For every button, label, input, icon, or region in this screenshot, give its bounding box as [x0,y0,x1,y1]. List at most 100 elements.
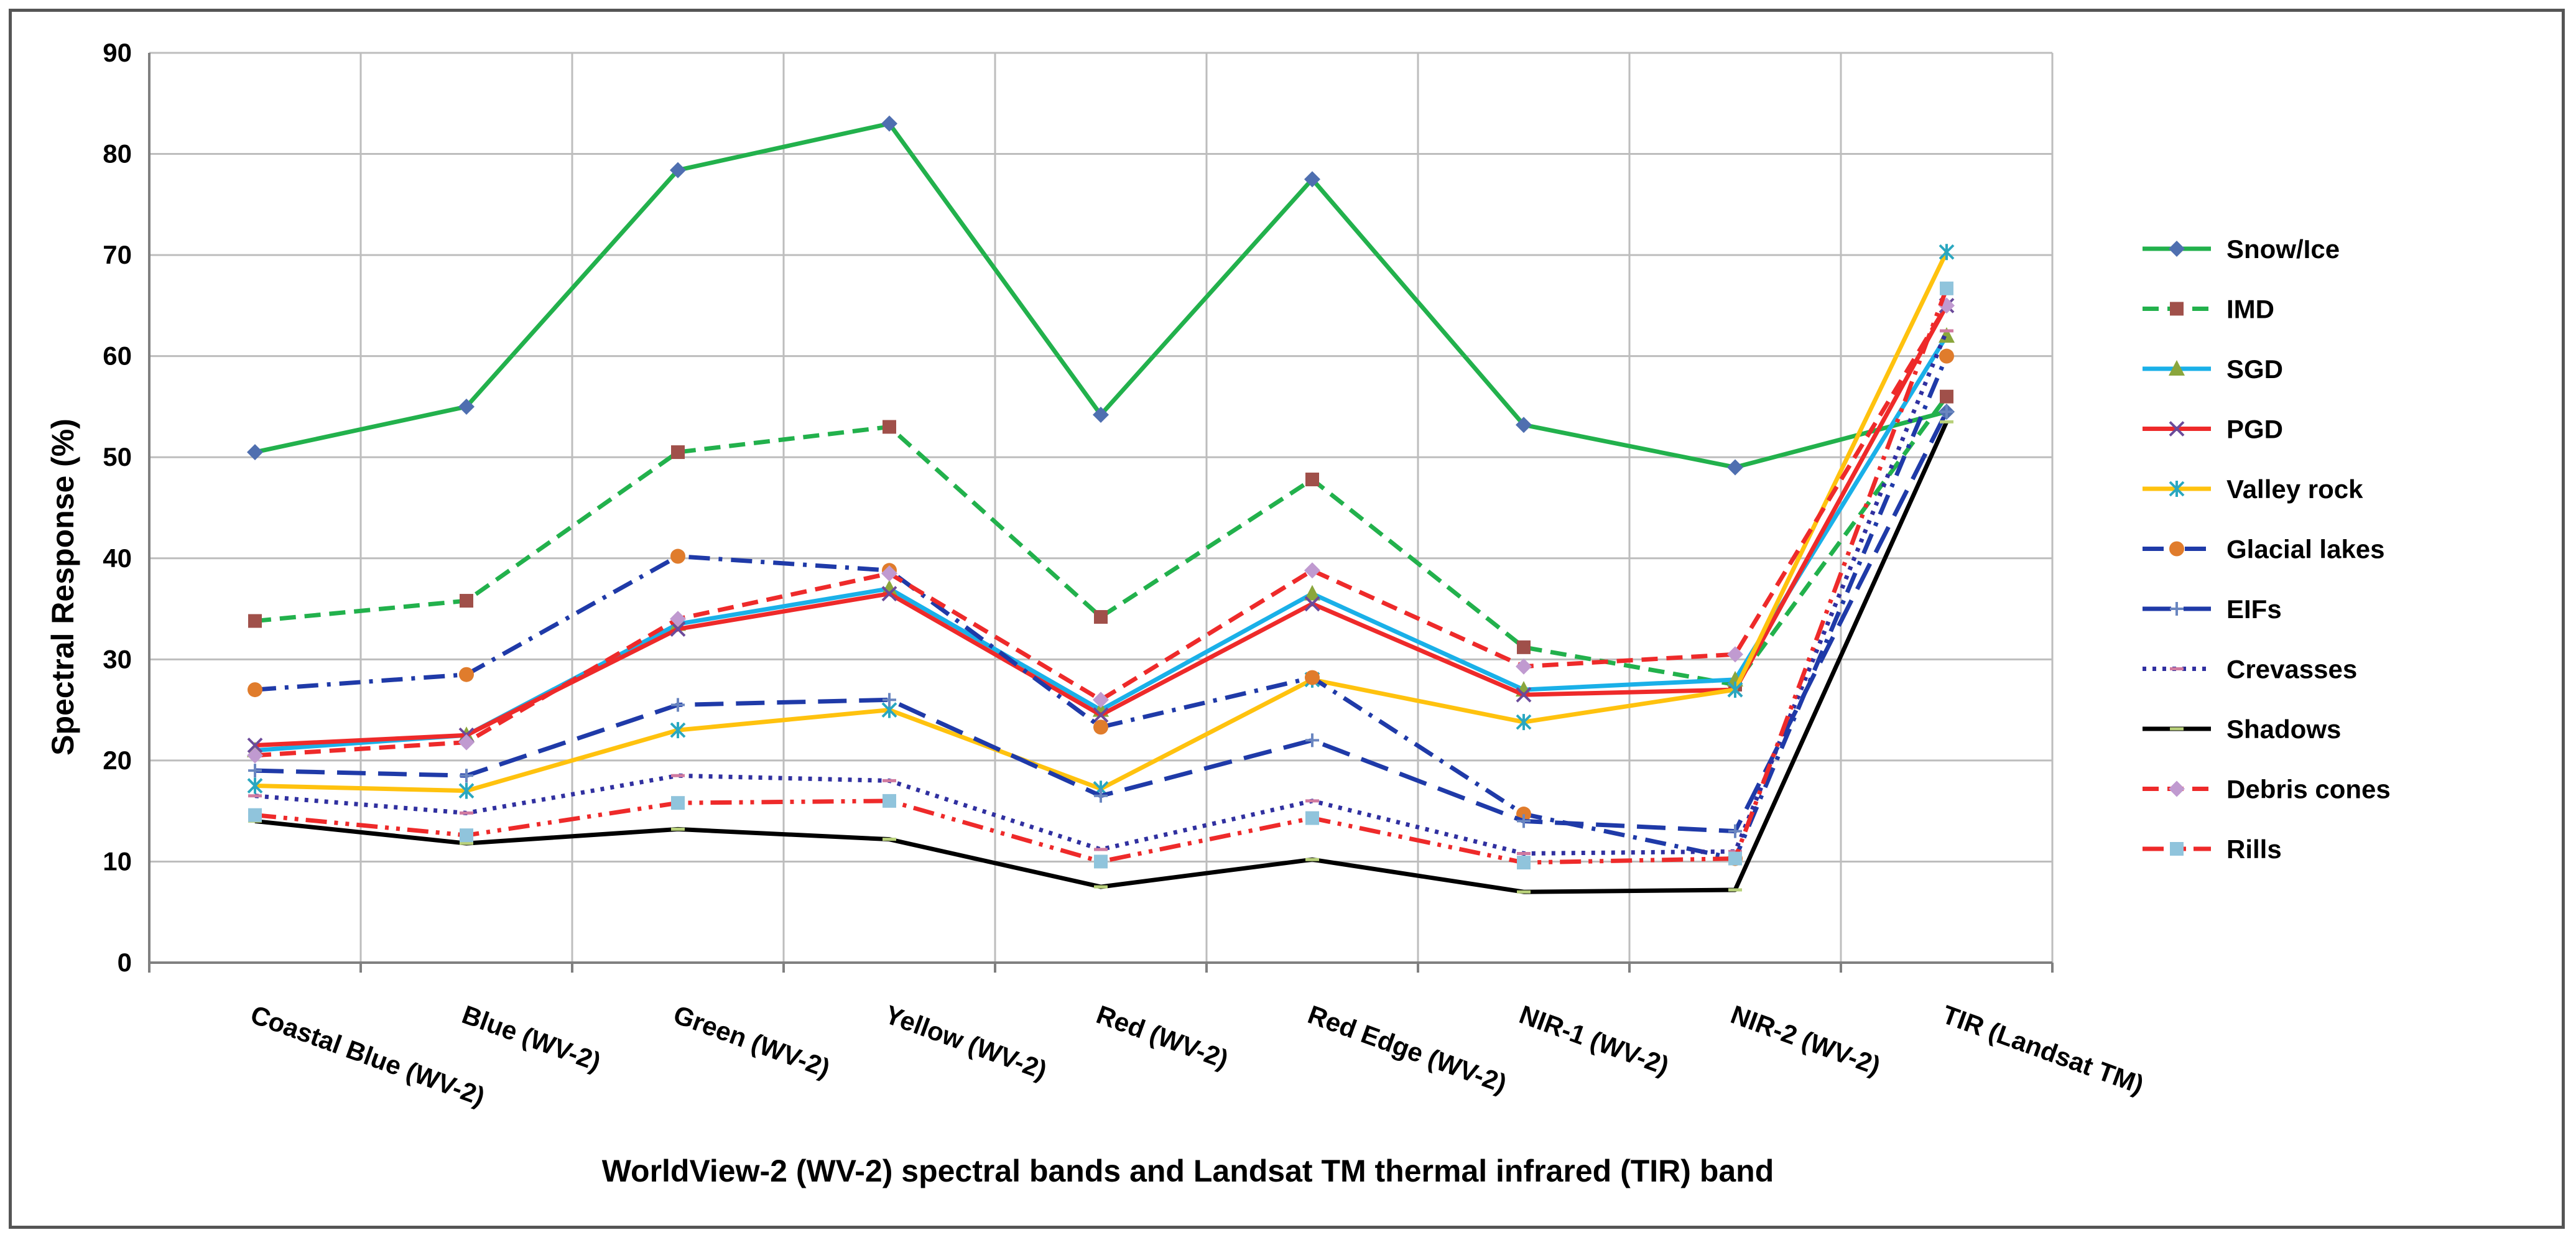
data-point-imd [460,594,473,608]
x-tick-label: NIR-1 (WV-2) [1516,999,1673,1080]
legend-label-valley-rock: Valley rock [2226,474,2363,504]
y-tick-label: 40 [103,544,132,573]
grid-layer [149,52,2054,963]
data-point-rills [1940,281,1953,295]
x-tick-label: Blue (WV-2) [458,999,605,1076]
data-point-eifs [1305,733,1319,747]
series-imd [248,389,1953,692]
data-point-pgd [247,738,263,753]
data-point-eifs [671,698,685,712]
data-point-pgd [1093,707,1109,723]
legend-label-snow-ice: Snow/Ice [2226,234,2340,264]
data-point-imd [1094,610,1108,624]
legend-item-eifs: EIFs [2143,595,2282,624]
legend-label-rills: Rills [2226,835,2282,864]
data-point-debris-cones [1727,646,1743,663]
x-tick-label: NIR-2 (WV-2) [1727,999,1884,1080]
data-point-debris-cones [881,565,897,582]
legend-marker-rills [2170,842,2184,856]
data-point-imd [248,614,262,628]
data-point-imd [671,445,685,460]
data-point-valley-rock [670,722,686,739]
data-point-eifs [883,693,896,707]
legend-marker-snow-ice [2169,241,2185,257]
data-point-glacial-lakes [1305,670,1320,685]
y-tick-label: 70 [103,240,132,269]
legend-item-shadows: Shadows [2143,715,2341,744]
data-point-pgd [1516,687,1532,703]
legend-item-crevasses: Crevasses [2143,655,2357,684]
y-tick-label: 0 [118,948,132,977]
data-point-rills [671,796,685,810]
data-point-rills [1305,811,1319,825]
legend-item-snow-ice: Snow/Ice [2143,234,2340,264]
data-point-debris-cones [670,611,686,627]
data-point-pgd [881,586,897,602]
series-snow-ice [247,115,1955,476]
data-point-snow-ice [1727,459,1743,476]
x-tick-label: TIR (Landsat TM) [1939,999,2147,1099]
data-point-snow-ice [247,444,263,461]
data-point-rills [1094,854,1108,869]
series-line-crevasses [254,330,1949,856]
data-point-valley-rock [458,782,475,799]
data-point-valley-rock [247,777,263,794]
x-tick-label: Coastal Blue (WV-2) [247,999,489,1111]
data-point-snow-ice [458,398,475,415]
data-point-eifs [248,764,262,778]
x-tick-label: Green (WV-2) [670,999,834,1083]
data-point-sgd [1304,585,1320,601]
y-tick-label: 20 [103,746,132,775]
data-point-snow-ice [1093,406,1109,423]
legend-label-debris-cones: Debris cones [2226,775,2391,804]
data-point-eifs [1517,814,1531,828]
series-line-pgd [254,304,1949,748]
data-point-imd [883,420,896,434]
legend-marker-glacial-lakes [2169,541,2184,557]
legend-marker-pgd [2169,421,2185,437]
series-rills [248,281,1953,870]
legend-label-crevasses: Crevasses [2226,655,2357,684]
x-tick-label: Red Edge (WV-2) [1304,999,1511,1098]
data-point-imd [1517,640,1531,654]
legend-label-glacial-lakes: Glacial lakes [2226,535,2385,564]
data-point-rills [883,794,896,808]
legend-label-sgd: SGD [2226,354,2283,384]
series-layer [247,115,1955,894]
y-tick-label: 10 [103,846,132,876]
series-eifs [248,405,1953,838]
series-debris-cones [247,297,1955,764]
data-point-glacial-lakes [670,548,685,564]
data-point-debris-cones [1304,562,1320,579]
data-point-glacial-lakes [1093,719,1108,735]
data-point-rills [1728,851,1742,866]
legend: Snow/Ice IMD SGD PGD Valley rock Glacial lake… [2143,234,2391,864]
y-tick-label: 80 [103,139,132,169]
data-point-snow-ice [1304,171,1320,188]
data-point-imd [1940,389,1953,404]
y-axis-title: Spectral Response (%) [45,419,80,756]
data-point-rills [1517,856,1531,870]
series-valley-rock [247,244,1955,799]
series-line-imd [254,395,1948,687]
legend-item-debris-cones: Debris cones [2143,775,2391,804]
x-tick-label: Yellow (WV-2) [881,999,1051,1085]
x-tick-label: Red (WV-2) [1093,999,1232,1074]
data-point-debris-cones [458,734,475,751]
data-point-valley-rock [1727,682,1743,698]
data-point-debris-cones [1093,692,1109,708]
legend-label-imd: IMD [2226,295,2274,324]
data-point-snow-ice [1516,417,1532,433]
legend-marker-valley-rock [2169,481,2185,497]
legend-item-sgd: SGD [2143,354,2283,384]
data-point-pgd [670,621,686,637]
data-point-rills [460,828,473,843]
y-tick-label: 30 [103,644,132,673]
series-shadows [248,420,1953,894]
data-point-snow-ice [881,115,897,132]
legend-label-shadows: Shadows [2226,715,2341,744]
legend-marker-sgd [2169,360,2185,376]
data-point-eifs [1728,824,1742,838]
y-tick-label: 60 [103,341,132,371]
legend-marker-eifs [2170,602,2184,616]
